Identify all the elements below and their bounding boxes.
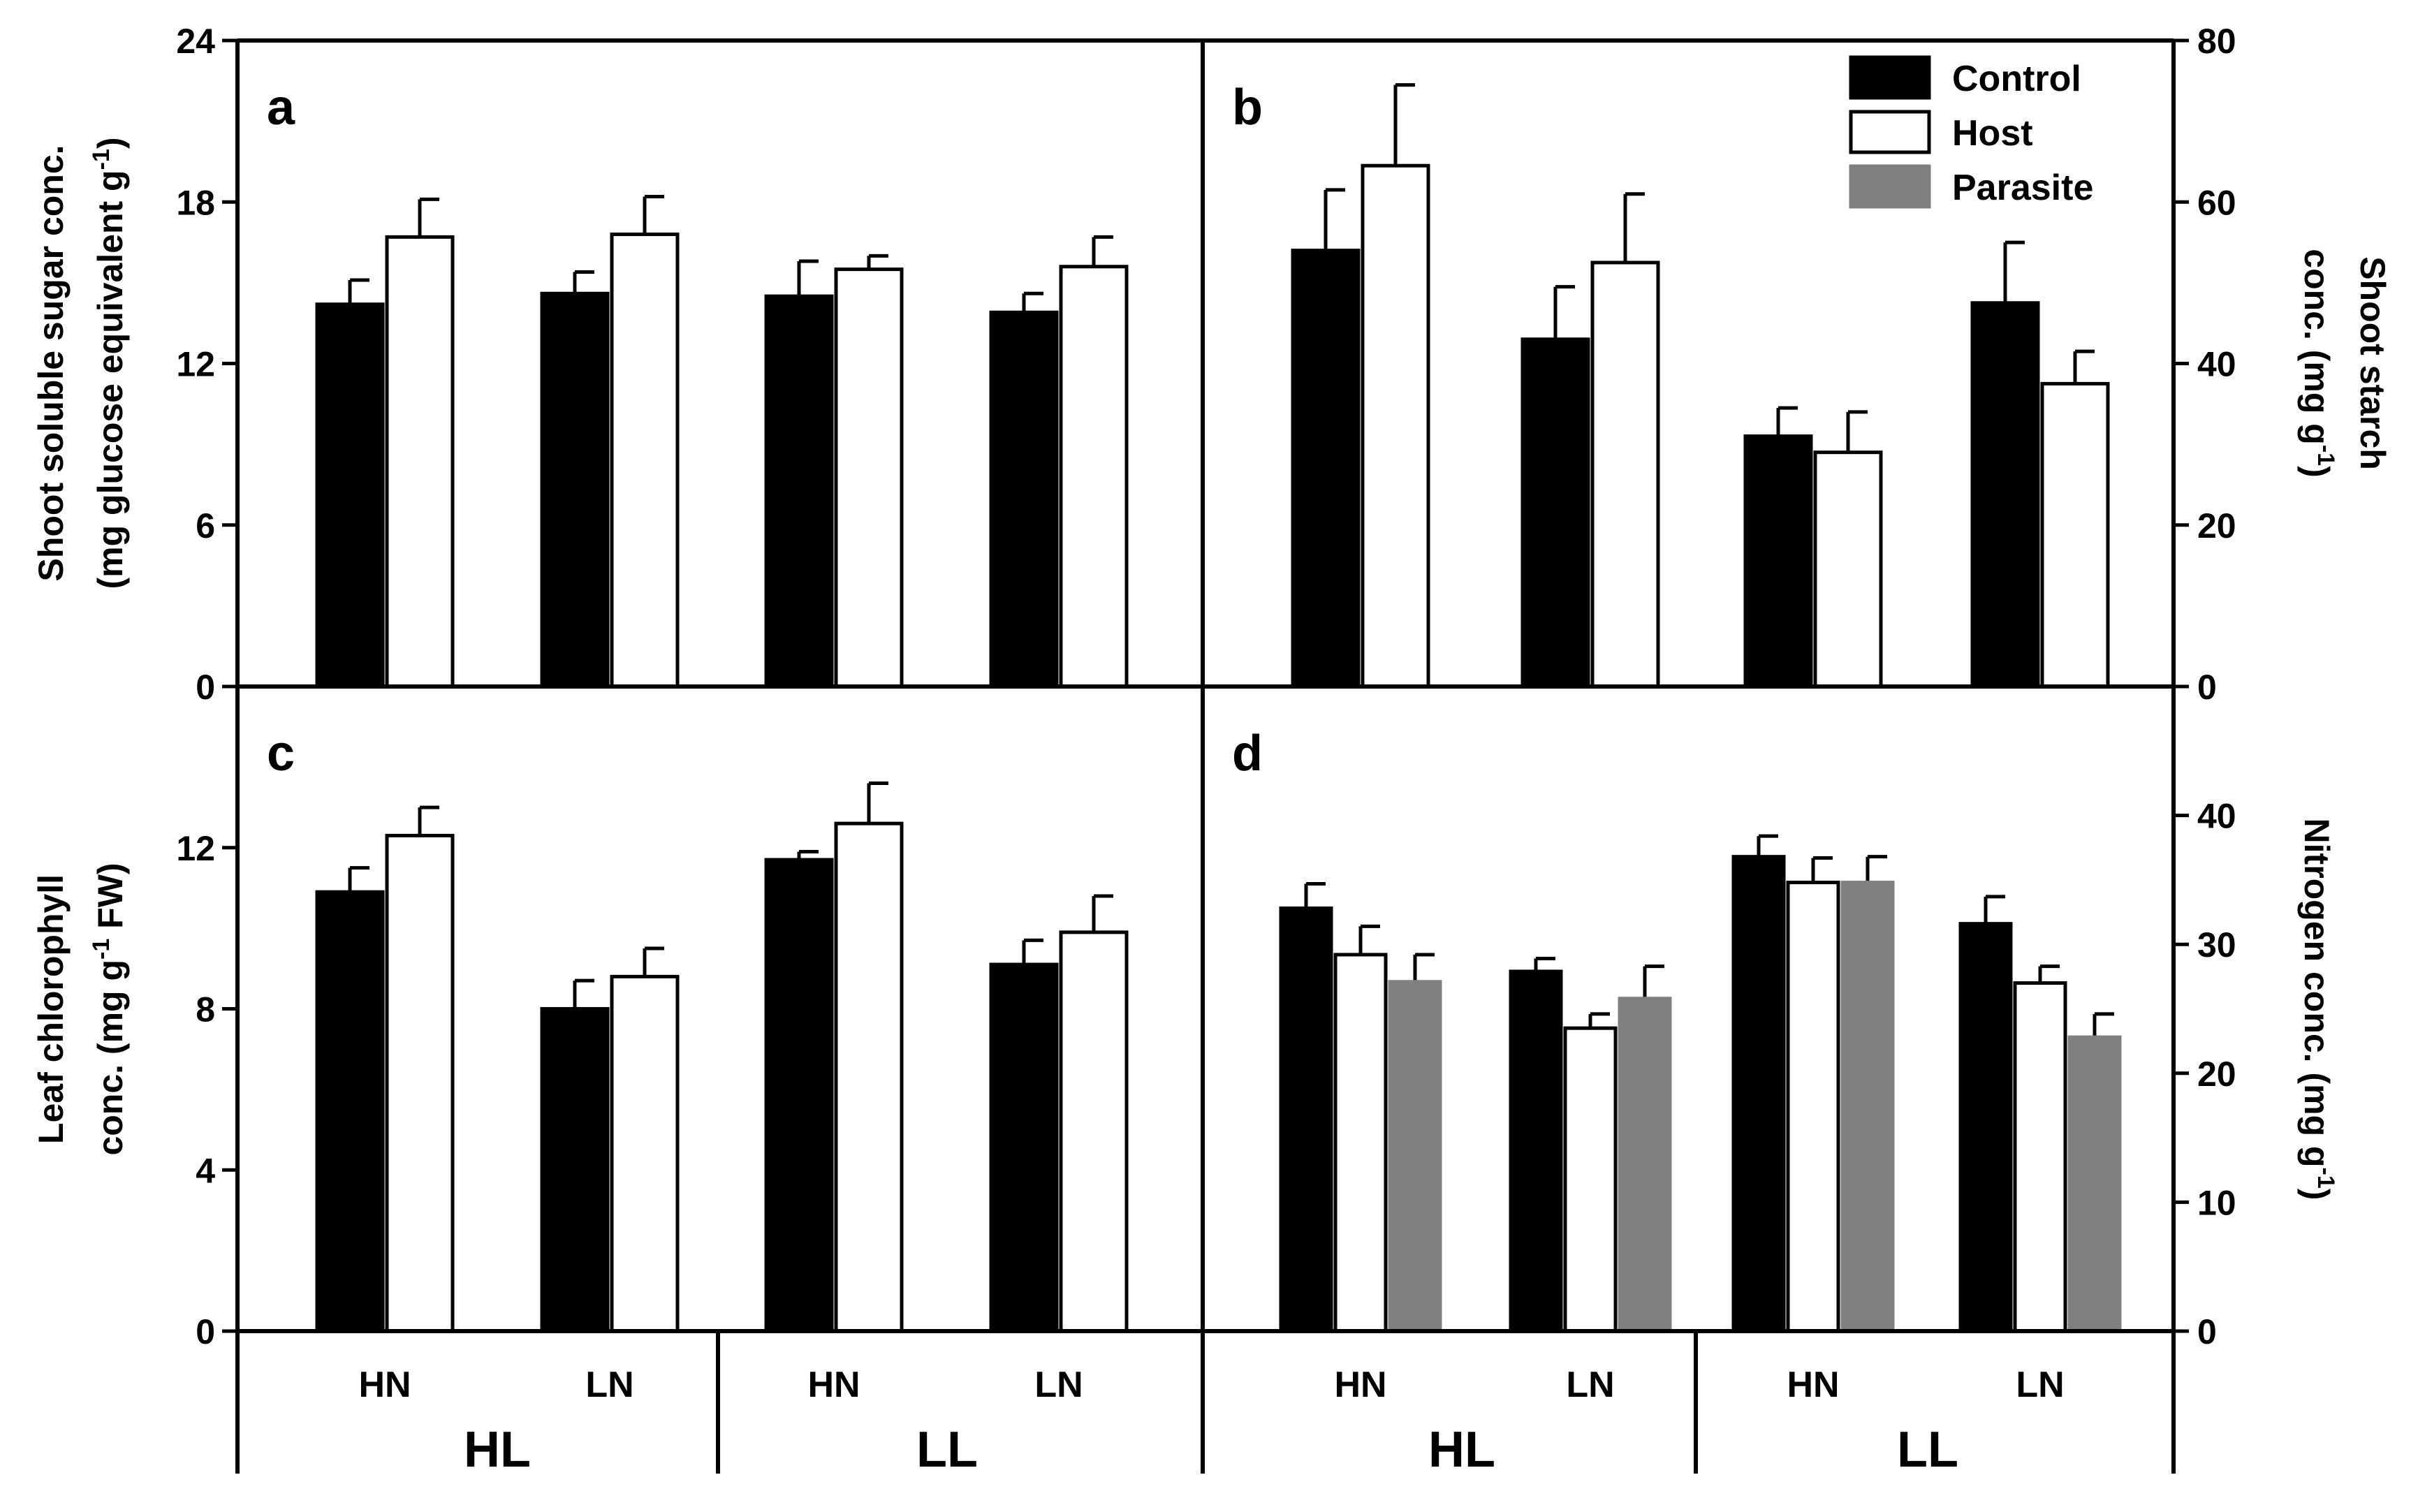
bar-a-host-0 bbox=[385, 235, 455, 689]
y-tick-label-d-0: 0 bbox=[2197, 1312, 2217, 1351]
x-label-right-1: LN bbox=[1566, 1365, 1614, 1405]
y-tick-label-d-1: 10 bbox=[2197, 1183, 2236, 1222]
x-label-left-1: LN bbox=[585, 1365, 633, 1405]
bar-b-control-3 bbox=[1970, 301, 2040, 689]
y-tick-label-b-2: 40 bbox=[2197, 345, 2236, 384]
bar-a-control-0 bbox=[315, 302, 385, 689]
y-tick-label-b-4: 80 bbox=[2197, 22, 2236, 61]
bar-c-control-3 bbox=[989, 962, 1059, 1333]
legend-label-control: Control bbox=[1952, 59, 2081, 99]
axes-layer bbox=[222, 38, 2189, 1474]
x-label-left-0: HN bbox=[358, 1365, 411, 1405]
bar-c-host-0 bbox=[385, 833, 455, 1333]
bar-d-control-3 bbox=[1958, 922, 2013, 1333]
x-label-right-2: HN bbox=[1787, 1365, 1839, 1405]
y-tick-label-a-4: 24 bbox=[176, 22, 215, 61]
x-label-left-3: LN bbox=[1034, 1365, 1083, 1405]
y-tick-label-b-0: 0 bbox=[2197, 668, 2217, 707]
group-label-left-ll: LL bbox=[916, 1422, 978, 1478]
bar-c-control-2 bbox=[764, 858, 834, 1333]
bar-b-control-1 bbox=[1520, 337, 1590, 689]
y-tick-label-a-2: 12 bbox=[176, 345, 215, 384]
y-title-b-line1: Shoot starch bbox=[2353, 256, 2392, 470]
bar-d-parasite-3 bbox=[2067, 1035, 2122, 1333]
y-title-a-line2: (mg glucose equivalent g-1) bbox=[88, 138, 130, 589]
panel-letter-a: a bbox=[267, 80, 295, 135]
bar-b-host-2 bbox=[1813, 450, 1883, 689]
y-title-b-line2: conc. (mg g-1) bbox=[2297, 249, 2339, 477]
y-tick-label-a-3: 18 bbox=[176, 183, 215, 222]
bar-c-host-3 bbox=[1059, 930, 1129, 1333]
y-tick-label-d-4: 40 bbox=[2197, 797, 2236, 836]
y-title-c-line2: conc. (mg g-1 FW) bbox=[88, 863, 130, 1155]
bar-a-host-1 bbox=[610, 233, 680, 689]
bar-b-host-1 bbox=[1590, 260, 1660, 689]
group-label-right-hl: HL bbox=[1428, 1422, 1495, 1478]
panel-letter-d: d bbox=[1232, 726, 1263, 781]
y-tick-label-b-3: 60 bbox=[2197, 183, 2236, 222]
bar-b-control-2 bbox=[1743, 434, 1813, 689]
y-tick-label-c-0: 0 bbox=[196, 1312, 215, 1351]
bar-d-host-3 bbox=[2013, 981, 2067, 1333]
y-tick-label-c-1: 4 bbox=[196, 1151, 215, 1190]
y-tick-label-d-3: 30 bbox=[2197, 925, 2236, 964]
x-label-right-3: LN bbox=[2016, 1365, 2064, 1405]
x-label-right-0: HN bbox=[1334, 1365, 1386, 1405]
bar-a-host-2 bbox=[834, 267, 904, 689]
group-label-right-ll: LL bbox=[1897, 1422, 1958, 1478]
bar-c-host-1 bbox=[610, 974, 680, 1333]
y-tick-label-b-1: 20 bbox=[2197, 506, 2236, 545]
bar-d-parasite-1 bbox=[1618, 997, 1672, 1333]
bar-d-control-0 bbox=[1279, 907, 1333, 1333]
legend-swatch-host bbox=[1849, 110, 1931, 154]
y-title-d: Nitrogen conc. (mg g-1) bbox=[2297, 819, 2339, 1201]
legend-swatch-control bbox=[1849, 55, 1931, 100]
bar-d-parasite-0 bbox=[1388, 980, 1442, 1333]
bar-a-control-2 bbox=[764, 294, 834, 689]
bars-layer bbox=[315, 83, 2122, 1333]
bar-d-host-2 bbox=[1786, 881, 1840, 1333]
y-tick-label-a-1: 6 bbox=[196, 506, 215, 545]
panel-letter-c: c bbox=[267, 726, 295, 781]
y-tick-label-a-0: 0 bbox=[196, 668, 215, 707]
bar-c-host-2 bbox=[834, 821, 904, 1333]
bar-a-host-3 bbox=[1059, 265, 1129, 689]
bar-d-control-2 bbox=[1731, 855, 1786, 1333]
bar-b-host-3 bbox=[2040, 381, 2110, 689]
legend-swatch-parasite bbox=[1849, 164, 1931, 209]
y-title-a-line1: Shoot soluble sugar conc. bbox=[31, 145, 71, 581]
bar-b-control-0 bbox=[1291, 249, 1361, 689]
y-tick-label-c-2: 8 bbox=[196, 990, 215, 1029]
bar-d-control-1 bbox=[1509, 969, 1563, 1333]
y-tick-label-c-3: 12 bbox=[176, 829, 215, 868]
panel-letter-b: b bbox=[1232, 80, 1263, 135]
y-tick-label-d-2: 20 bbox=[2197, 1055, 2236, 1094]
bar-c-control-0 bbox=[315, 890, 385, 1333]
bar-a-control-3 bbox=[989, 310, 1059, 689]
bar-d-host-1 bbox=[1563, 1026, 1618, 1333]
bar-c-control-1 bbox=[540, 1007, 610, 1333]
x-label-left-2: HN bbox=[807, 1365, 860, 1405]
group-label-left-hl: HL bbox=[464, 1422, 531, 1478]
legend-label-parasite: Parasite bbox=[1952, 168, 2093, 208]
y-title-c-line1: Leaf chlorophyll bbox=[31, 874, 71, 1144]
legend-label-host: Host bbox=[1952, 113, 2033, 154]
bar-b-host-0 bbox=[1361, 163, 1430, 689]
text-layer: 0 6 12 18 24 a 0 20 40 60 80 b 0 4 8 12 c 0 10 20 30 40 d HN LN H… bbox=[31, 22, 2392, 1478]
bar-d-host-0 bbox=[1333, 953, 1388, 1333]
bar-a-control-1 bbox=[540, 291, 610, 689]
bar-d-parasite-2 bbox=[1840, 881, 1895, 1333]
